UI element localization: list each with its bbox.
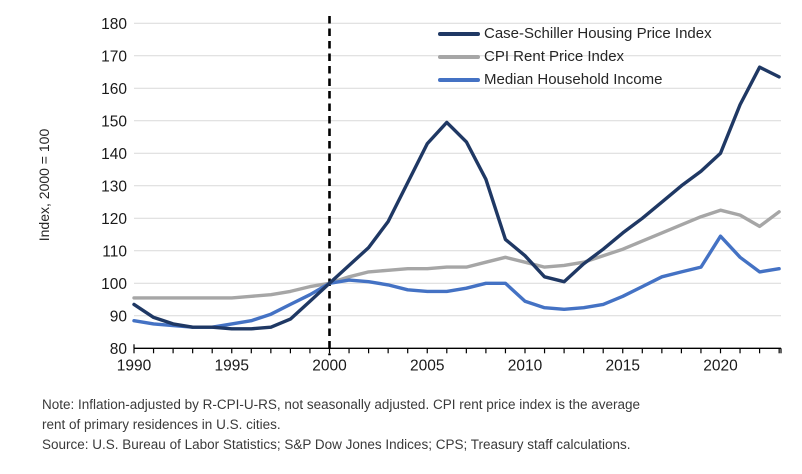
x-axis-labels: 1990 1995 2000 2005 2010 2015 2020: [117, 357, 738, 374]
note-text-line2: rent of primary residences in U.S. citie…: [42, 417, 281, 432]
line-chart-canvas: 80 90 100 110 120 130 140 150 160 170 180 Index, 20…: [36, 16, 782, 374]
svg-text:130: 130: [101, 178, 127, 195]
series-line-2: [132, 234, 781, 329]
series-line-1: [132, 208, 781, 300]
svg-text:90: 90: [110, 308, 128, 325]
svg-text:2010: 2010: [508, 357, 543, 374]
series-line-0: [132, 65, 781, 331]
legend-item-cpi-rent: CPI Rent Price Index: [438, 48, 624, 65]
source-text: Source: U.S. Bureau of Labor Statistics;…: [42, 437, 631, 452]
svg-text:150: 150: [101, 113, 127, 130]
legend-swatch-case-schiller-icon: [438, 31, 480, 36]
svg-text:100: 100: [101, 276, 127, 293]
legend-swatch-median-income-icon: [438, 77, 480, 82]
svg-text:160: 160: [101, 81, 127, 98]
svg-text:1990: 1990: [117, 357, 152, 374]
svg-text:170: 170: [101, 48, 127, 65]
chart-notes: Note: Inflation-adjusted by R-CPI-U-RS, …: [42, 395, 782, 455]
legend-item-median-income: Median Household Income: [438, 71, 662, 88]
x-axis: [133, 344, 782, 354]
legend-label-case-schiller: Case-Schiller Housing Price Index: [484, 25, 712, 42]
chart-area: 80 90 100 110 120 130 140 150 160 170 180 Index, 20…: [36, 16, 782, 374]
legend-label-median-income: Median Household Income: [484, 71, 663, 88]
svg-text:2015: 2015: [606, 357, 640, 374]
svg-text:140: 140: [101, 146, 127, 163]
note-text-line1: Note: Inflation-adjusted by R-CPI-U-RS, …: [42, 397, 641, 412]
svg-text:80: 80: [110, 341, 128, 358]
svg-text:2020: 2020: [703, 357, 738, 374]
legend-swatch-cpi-rent-icon: [438, 54, 480, 59]
legend-item-case-schiller: Case-Schiller Housing Price Index: [438, 25, 712, 42]
svg-text:2000: 2000: [312, 357, 347, 374]
svg-text:1995: 1995: [215, 357, 249, 374]
svg-text:110: 110: [102, 243, 127, 260]
svg-text:120: 120: [101, 211, 127, 228]
svg-text:2005: 2005: [410, 357, 444, 374]
y-axis-labels: 80 90 100 110 120 130 140 150 160 170 180: [101, 16, 127, 358]
legend-label-cpi-rent: CPI Rent Price Index: [484, 48, 625, 65]
svg-text:180: 180: [101, 16, 127, 33]
y-axis-title: Index, 2000 = 100: [36, 129, 52, 242]
